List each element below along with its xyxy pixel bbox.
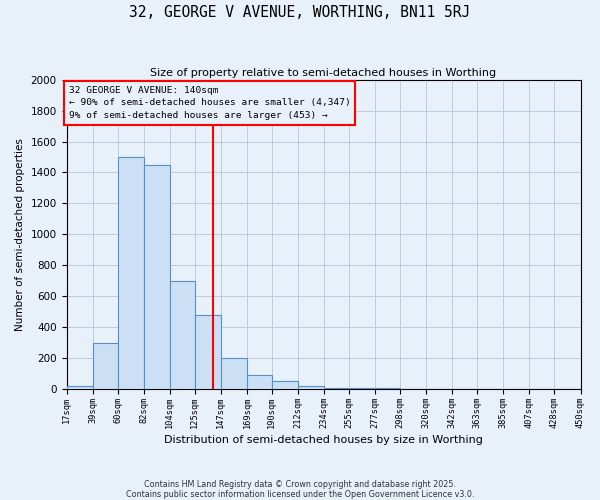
Bar	[67, 386, 92, 389]
Bar	[118, 157, 143, 389]
Text: 32 GEORGE V AVENUE: 140sqm
← 90% of semi-detached houses are smaller (4,347)
9% : 32 GEORGE V AVENUE: 140sqm ← 90% of semi…	[69, 86, 350, 120]
Bar	[298, 386, 324, 389]
Y-axis label: Number of semi-detached properties: Number of semi-detached properties	[15, 138, 25, 330]
Text: 32, GEORGE V AVENUE, WORTHING, BN11 5RJ: 32, GEORGE V AVENUE, WORTHING, BN11 5RJ	[130, 5, 470, 20]
Bar	[272, 381, 298, 389]
Text: Contains HM Land Registry data © Crown copyright and database right 2025.
Contai: Contains HM Land Registry data © Crown c…	[126, 480, 474, 499]
Bar	[324, 388, 349, 389]
Title: Size of property relative to semi-detached houses in Worthing: Size of property relative to semi-detach…	[151, 68, 497, 78]
Bar	[143, 164, 170, 389]
Bar	[349, 388, 375, 389]
X-axis label: Distribution of semi-detached houses by size in Worthing: Distribution of semi-detached houses by …	[164, 435, 483, 445]
Bar	[92, 342, 118, 389]
Bar	[221, 358, 247, 389]
Bar	[170, 280, 195, 389]
Bar	[195, 314, 221, 389]
Bar	[247, 375, 272, 389]
